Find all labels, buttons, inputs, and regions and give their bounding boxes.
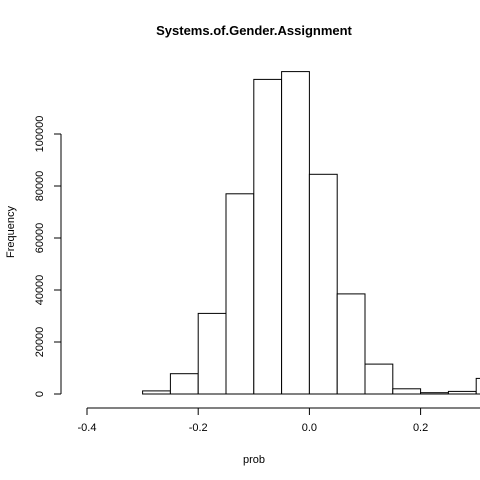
chart-title: Systems.of.Gender.Assignment — [156, 23, 352, 38]
histogram-bar — [308, 173, 338, 395]
y-axis-label: Frequency — [5, 206, 17, 258]
histogram-bar — [475, 377, 480, 395]
y-tick-label: 40000 — [34, 275, 46, 306]
histogram-bar — [253, 78, 283, 395]
histogram-bar — [142, 390, 171, 395]
histogram-bar — [364, 363, 394, 395]
histogram-bar — [225, 193, 255, 395]
y-tick-label: 20000 — [34, 327, 46, 358]
y-tick-label: 60000 — [34, 223, 46, 254]
x-tick-label: 0.0 — [302, 422, 317, 434]
x-tick-label: -0.2 — [189, 422, 208, 434]
y-tick-label: 100000 — [34, 116, 46, 153]
histogram-bar — [447, 390, 477, 395]
x-tick-label: 0.2 — [413, 422, 428, 434]
histogram-bar — [197, 312, 227, 395]
x-tick-label: -0.4 — [78, 422, 97, 434]
y-axis: 0 20000 40000 60000 80000 100000 — [34, 116, 62, 397]
y-tick-label: 80000 — [34, 171, 46, 202]
bars-group — [142, 71, 480, 395]
y-tick-label: 0 — [34, 391, 46, 397]
histogram-bar — [420, 392, 449, 395]
histogram-bar — [169, 373, 199, 395]
x-axis: -0.4-0.20.00.20.40.60.8 — [78, 407, 480, 434]
histogram-bar — [281, 71, 310, 395]
histogram-bar — [392, 388, 422, 395]
histogram-bar — [336, 293, 366, 395]
x-axis-label: prob — [243, 454, 265, 466]
